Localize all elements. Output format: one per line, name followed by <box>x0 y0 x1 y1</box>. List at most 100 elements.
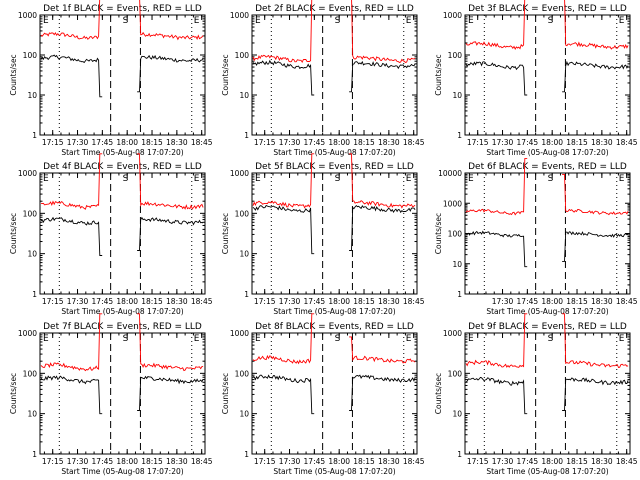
x-tick-label: 18:30 <box>378 457 400 466</box>
y-axis-label: Counts/sec <box>9 373 18 414</box>
x-tick-label: 18:30 <box>591 297 613 306</box>
series-events-line <box>252 374 315 415</box>
series-events-line <box>349 60 416 93</box>
x-tick-label: 17:30 <box>67 297 89 306</box>
chart-panel-1: Det 1f BLACK = Events, RED = LLD 1 10 100 10… <box>9 0 213 157</box>
panel-title: Det 2f BLACK = Events, RED = LLD <box>255 4 414 14</box>
y-tick-label: 1000 <box>443 199 462 208</box>
chart-panel-8: Det 8f BLACK = Events, RED = LLD 1 10 100 10… <box>221 313 425 476</box>
region-marker: E <box>468 174 474 184</box>
x-tick-label: 17:15 <box>254 138 276 147</box>
region-marker: S <box>335 174 341 184</box>
x-tick-label: 18:15 <box>566 457 588 466</box>
region-marker: E <box>194 16 200 26</box>
y-tick-label: 100 <box>23 209 38 218</box>
region-marker: E <box>43 174 49 184</box>
x-axis-label: Start Time (05-Aug-08 17:07:20) <box>61 467 183 476</box>
panel-title: Det 6f BLACK = Events, RED = LLD <box>468 162 627 172</box>
x-tick-label: 18:15 <box>141 297 163 306</box>
panel-title: Det 8f BLACK = Events, RED = LLD <box>255 322 414 332</box>
x-tick-label: 17:30 <box>492 457 514 466</box>
region-marker: E <box>406 174 412 184</box>
region-marker: E <box>619 174 625 184</box>
x-tick-label: 18:45 <box>403 457 425 466</box>
series-lld-line <box>349 153 416 209</box>
panel-title: Det 1f BLACK = Events, RED = LLD <box>43 4 202 14</box>
region-marker: S <box>123 16 129 26</box>
x-tick-label: 18:45 <box>191 138 213 147</box>
region-marker: S <box>548 334 554 344</box>
x-tick-label: 18:00 <box>116 297 138 306</box>
region-marker: E <box>255 16 261 26</box>
y-axis-label: Counts/sec <box>221 373 230 414</box>
y-tick-label: 10 <box>239 250 249 259</box>
y-tick-label: 1 <box>457 450 462 459</box>
y-tick-label: 10 <box>27 250 37 259</box>
region-marker: E <box>468 16 474 26</box>
y-tick-label: 1000 <box>18 11 37 20</box>
x-tick-label: 17:30 <box>279 138 301 147</box>
x-tick-label: 18:15 <box>566 297 588 306</box>
y-tick-label: 1000 <box>443 329 462 338</box>
y-tick-label: 1000 <box>230 11 249 20</box>
y-tick-label: 1000 <box>230 329 249 338</box>
plot-frame <box>39 172 206 295</box>
series-events-line <box>562 231 629 262</box>
y-tick-label: 1 <box>244 290 249 299</box>
region-marker: S <box>123 334 129 344</box>
region-marker: E <box>468 334 474 344</box>
panel-title: Det 3f BLACK = Events, RED = LLD <box>468 4 627 14</box>
y-tick-label: 10 <box>27 91 37 100</box>
region-marker: E <box>194 174 200 184</box>
series-lld-line <box>40 0 101 40</box>
chart-panel-9: Det 9f BLACK = Events, RED = LLD 1 10 100 10… <box>434 313 638 476</box>
plot-frame <box>251 332 418 455</box>
y-tick-label: 1 <box>457 131 462 140</box>
series-events-line <box>465 230 528 268</box>
x-tick-label: 18:15 <box>141 138 163 147</box>
x-axis-label: Start Time (05-Aug-08 17:07:20) <box>486 307 608 316</box>
y-tick-label: 1 <box>32 290 37 299</box>
plot-frame <box>251 172 418 295</box>
x-tick-label: 18:15 <box>566 138 588 147</box>
x-tick-label: 18:45 <box>616 457 638 466</box>
x-tick-label: 17:15 <box>42 138 64 147</box>
y-tick-label: 100 <box>235 369 250 378</box>
x-tick-label: 17:30 <box>279 297 301 306</box>
x-axis-label: Start Time (05-Aug-08 17:07:20) <box>486 148 608 157</box>
x-axis-label: Start Time (05-Aug-08 17:07:20) <box>273 307 395 316</box>
y-tick-label: 1 <box>457 290 462 299</box>
series-events-line <box>562 60 629 93</box>
x-tick-label: 17:15 <box>467 138 489 147</box>
panel-title: Det 5f BLACK = Events, RED = LLD <box>255 162 414 172</box>
plot-frame <box>251 14 418 136</box>
x-tick-label: 18:30 <box>591 457 613 466</box>
region-marker: E <box>255 174 261 184</box>
panel-title: Det 7f BLACK = Events, RED = LLD <box>43 322 202 332</box>
x-tick-label: 17:45 <box>92 297 114 306</box>
x-tick-label: 17:45 <box>92 138 114 147</box>
series-events-line <box>40 216 103 256</box>
region-marker: E <box>43 16 49 26</box>
x-axis-label: Start Time (05-Aug-08 17:07:20) <box>61 307 183 316</box>
region-marker: E <box>619 16 625 26</box>
x-tick-label: 18:30 <box>378 297 400 306</box>
series-lld-line <box>252 0 313 64</box>
x-tick-label: 18:45 <box>191 297 213 306</box>
region-marker: S <box>548 174 554 184</box>
x-tick-label: 17:45 <box>92 457 114 466</box>
x-tick-label: 17:15 <box>254 457 276 466</box>
y-tick-label: 1000 <box>443 11 462 20</box>
series-lld-line <box>40 153 103 210</box>
x-tick-label: 18:00 <box>328 297 350 306</box>
y-tick-label: 10 <box>27 410 37 419</box>
x-tick-label: 17:45 <box>517 457 539 466</box>
x-tick-label: 17:45 <box>304 457 326 466</box>
chart-panel-3: Det 3f BLACK = Events, RED = LLD 1 10 100 10… <box>434 0 638 157</box>
x-tick-label: 18:00 <box>541 297 563 306</box>
x-tick-label: 17:45 <box>517 138 539 147</box>
x-tick-label: 17:30 <box>279 457 301 466</box>
series-events-line <box>137 54 204 93</box>
